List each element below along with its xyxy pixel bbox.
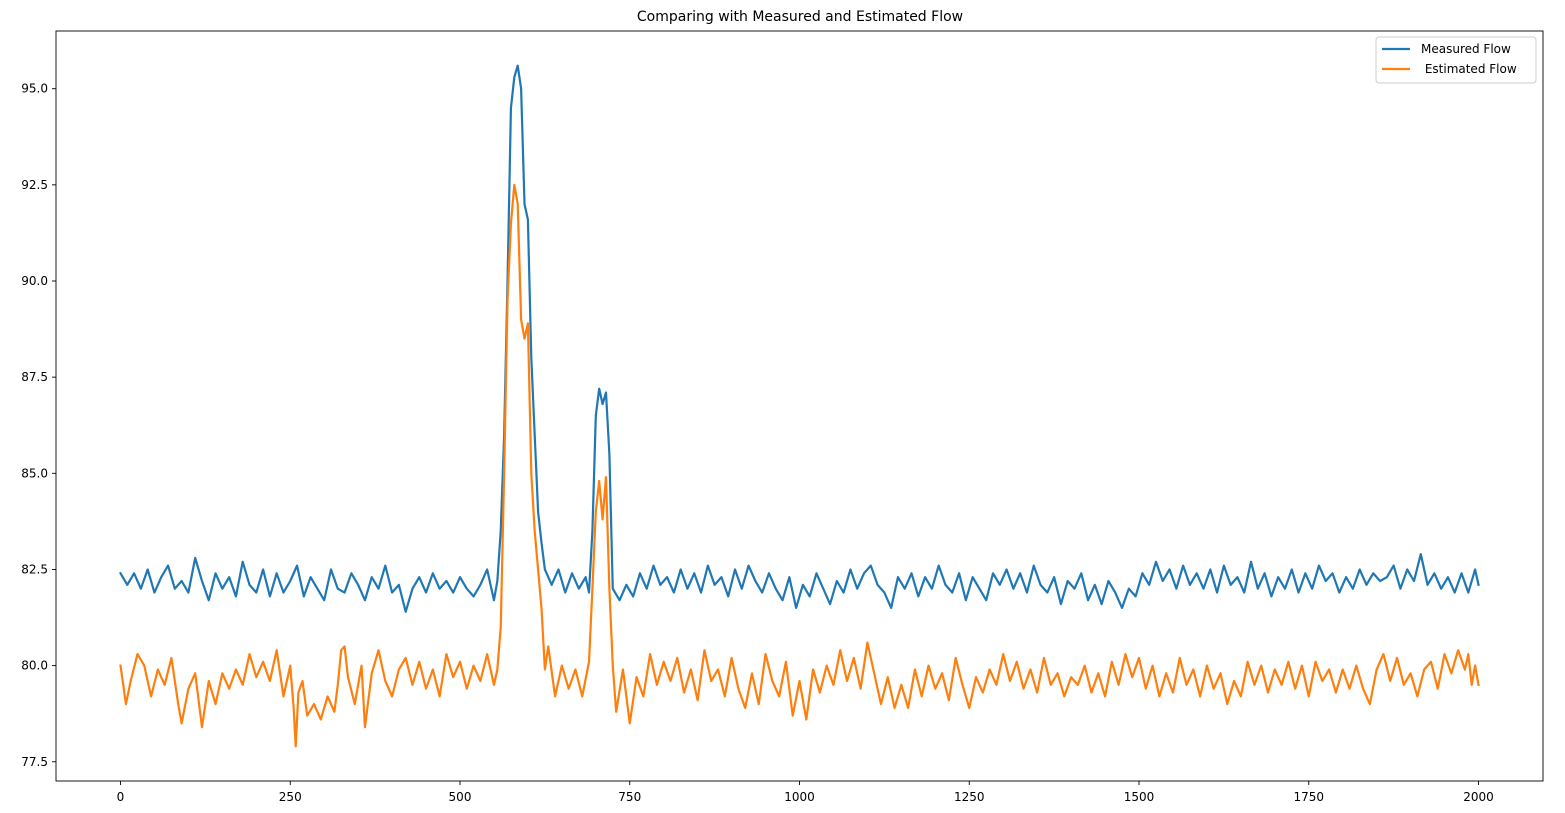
y-tick-label: 77.5 <box>21 755 48 769</box>
x-tick-label: 2000 <box>1463 790 1494 804</box>
y-tick-label: 82.5 <box>21 562 48 576</box>
x-tick-label: 1500 <box>1124 790 1155 804</box>
legend-box <box>1375 36 1537 84</box>
x-tick-label: 1750 <box>1293 790 1324 804</box>
chart-title: Comparing with Measured and Estimated Fl… <box>637 9 963 25</box>
y-tick-label: 87.5 <box>21 370 48 384</box>
x-tick-label: 750 <box>618 790 641 804</box>
legend-label-2: Estimated Flow <box>1421 62 1517 76</box>
legend-label-1: Measured Flow <box>1421 42 1511 56</box>
y-tick-label: 90.0 <box>21 274 48 288</box>
y-axis: 77.5 80.0 82.5 85.0 87.5 90.0 92.5 95.0 <box>21 82 56 769</box>
x-tick-label: 500 <box>449 790 472 804</box>
x-tick-label: 0 <box>117 790 125 804</box>
series-line-2 <box>119 183 1480 748</box>
y-tick-label: 85.0 <box>21 466 48 480</box>
y-tick-label: 80.0 <box>21 659 48 673</box>
y-tick-label: 95.0 <box>21 82 48 96</box>
legend: Measured Flow Estimated Flow <box>1375 36 1537 84</box>
x-tick-label: 250 <box>279 790 302 804</box>
series-line-1 <box>118 64 1480 613</box>
x-tick-label: 1000 <box>784 790 815 804</box>
x-axis: 0 250 500 750 1000 1250 1500 1750 2000 <box>117 781 1494 804</box>
series-layer <box>118 64 1480 748</box>
y-tick-label: 92.5 <box>21 178 48 192</box>
x-tick-label: 1250 <box>954 790 985 804</box>
